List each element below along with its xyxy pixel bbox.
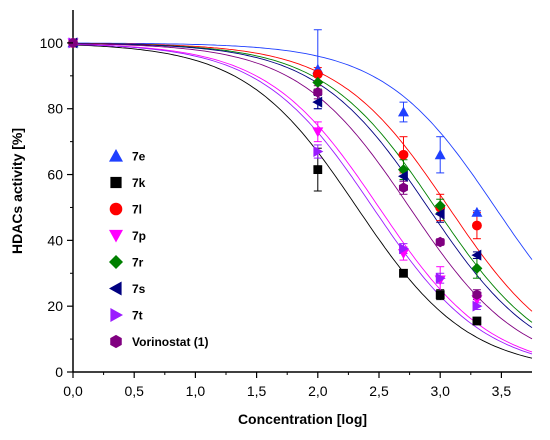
data-point-7l (312, 69, 323, 80)
y-tick-label: 0 (55, 364, 63, 380)
legend-symbol-7k (110, 176, 122, 189)
y-axis-title: HDACs activity [%] (9, 128, 25, 254)
legend-symbol-7p (109, 229, 123, 243)
data-point-7t (472, 300, 483, 312)
x-tick-label: 1,5 (247, 383, 267, 399)
data-point-7t (435, 272, 446, 284)
fit-curve-7t (73, 44, 533, 355)
y-axis-ticks: 0 20 40 60 80 100 (40, 35, 73, 380)
fit-curve-7p (72, 43, 533, 353)
data-point-vorinostat (472, 289, 482, 300)
data-markers (67, 37, 483, 326)
y-tick-label: 80 (47, 101, 63, 117)
data-point-7l (471, 220, 482, 231)
legend-label-7k: 7k (132, 176, 146, 190)
legend-label-vorinostat: Vorinostat (1) (132, 335, 208, 349)
x-tick-label: 2,5 (369, 383, 389, 399)
y-tick-label: 100 (40, 35, 64, 51)
legend-symbol-7e (109, 149, 123, 162)
legend-label-7p: 7p (132, 229, 146, 243)
fit-curve-7s (73, 43, 533, 328)
data-point-vorinostat (398, 182, 409, 193)
legend-label-7e: 7e (132, 150, 146, 164)
data-point-7s (434, 208, 445, 220)
x-tick-label: 2,0 (308, 383, 328, 399)
fit-curve-7e (73, 42, 533, 260)
plot-frame (72, 10, 532, 373)
data-point-7t (399, 243, 409, 255)
y-tick-label: 60 (47, 167, 63, 183)
data-point-7k (435, 290, 445, 300)
fit-curve-7k (72, 44, 533, 359)
legend-label-7l: 7l (132, 203, 142, 217)
fit-curves (72, 42, 533, 359)
data-point-7r (471, 262, 483, 274)
data-point-7k (313, 165, 323, 175)
legend-label-7r: 7r (132, 256, 144, 270)
legend: 7e 7k 7l 7p 7r 7s 7t Vorinostat (1) (109, 149, 208, 349)
data-point-7s (471, 249, 482, 261)
legend-symbol-vorinostat (110, 334, 122, 349)
data-point-7l (398, 149, 409, 160)
legend-symbol-7s (109, 281, 122, 296)
data-point-7r (312, 76, 324, 88)
data-point-7s (397, 170, 408, 182)
y-tick-label: 20 (47, 298, 63, 314)
x-tick-label: 3,0 (430, 383, 450, 399)
x-tick-label: 1,0 (186, 383, 206, 399)
fit-curve-vorinostat (72, 43, 533, 340)
x-axis-ticks: 0,0 0,5 1,0 1,5 2,0 2,5 3,0 3,5 (63, 372, 511, 399)
data-point-7e (397, 106, 409, 117)
x-tick-label: 0,5 (124, 383, 144, 399)
data-point-7p (312, 127, 324, 138)
x-tick-label: 3,5 (492, 383, 512, 399)
data-point-7k (472, 316, 482, 326)
y-tick-label: 40 (47, 232, 63, 248)
data-point-7s (312, 96, 323, 108)
error-bars (313, 29, 481, 325)
x-tick-label: 0,0 (63, 383, 83, 399)
legend-symbol-7l (109, 202, 123, 216)
data-point-vorinostat (435, 236, 445, 248)
data-point-7t (313, 146, 324, 158)
legend-label-7s: 7s (132, 282, 146, 296)
data-point-7r (434, 200, 446, 212)
data-point-vorinostat (313, 87, 323, 98)
legend-symbol-7r (109, 255, 123, 269)
data-point-7k (399, 268, 408, 278)
x-axis-title: Concentration [log] (238, 411, 367, 427)
data-point-7e (471, 206, 483, 217)
legend-symbol-7t (110, 308, 123, 322)
legend-label-7t: 7t (132, 309, 143, 323)
data-point-7e (434, 149, 446, 160)
